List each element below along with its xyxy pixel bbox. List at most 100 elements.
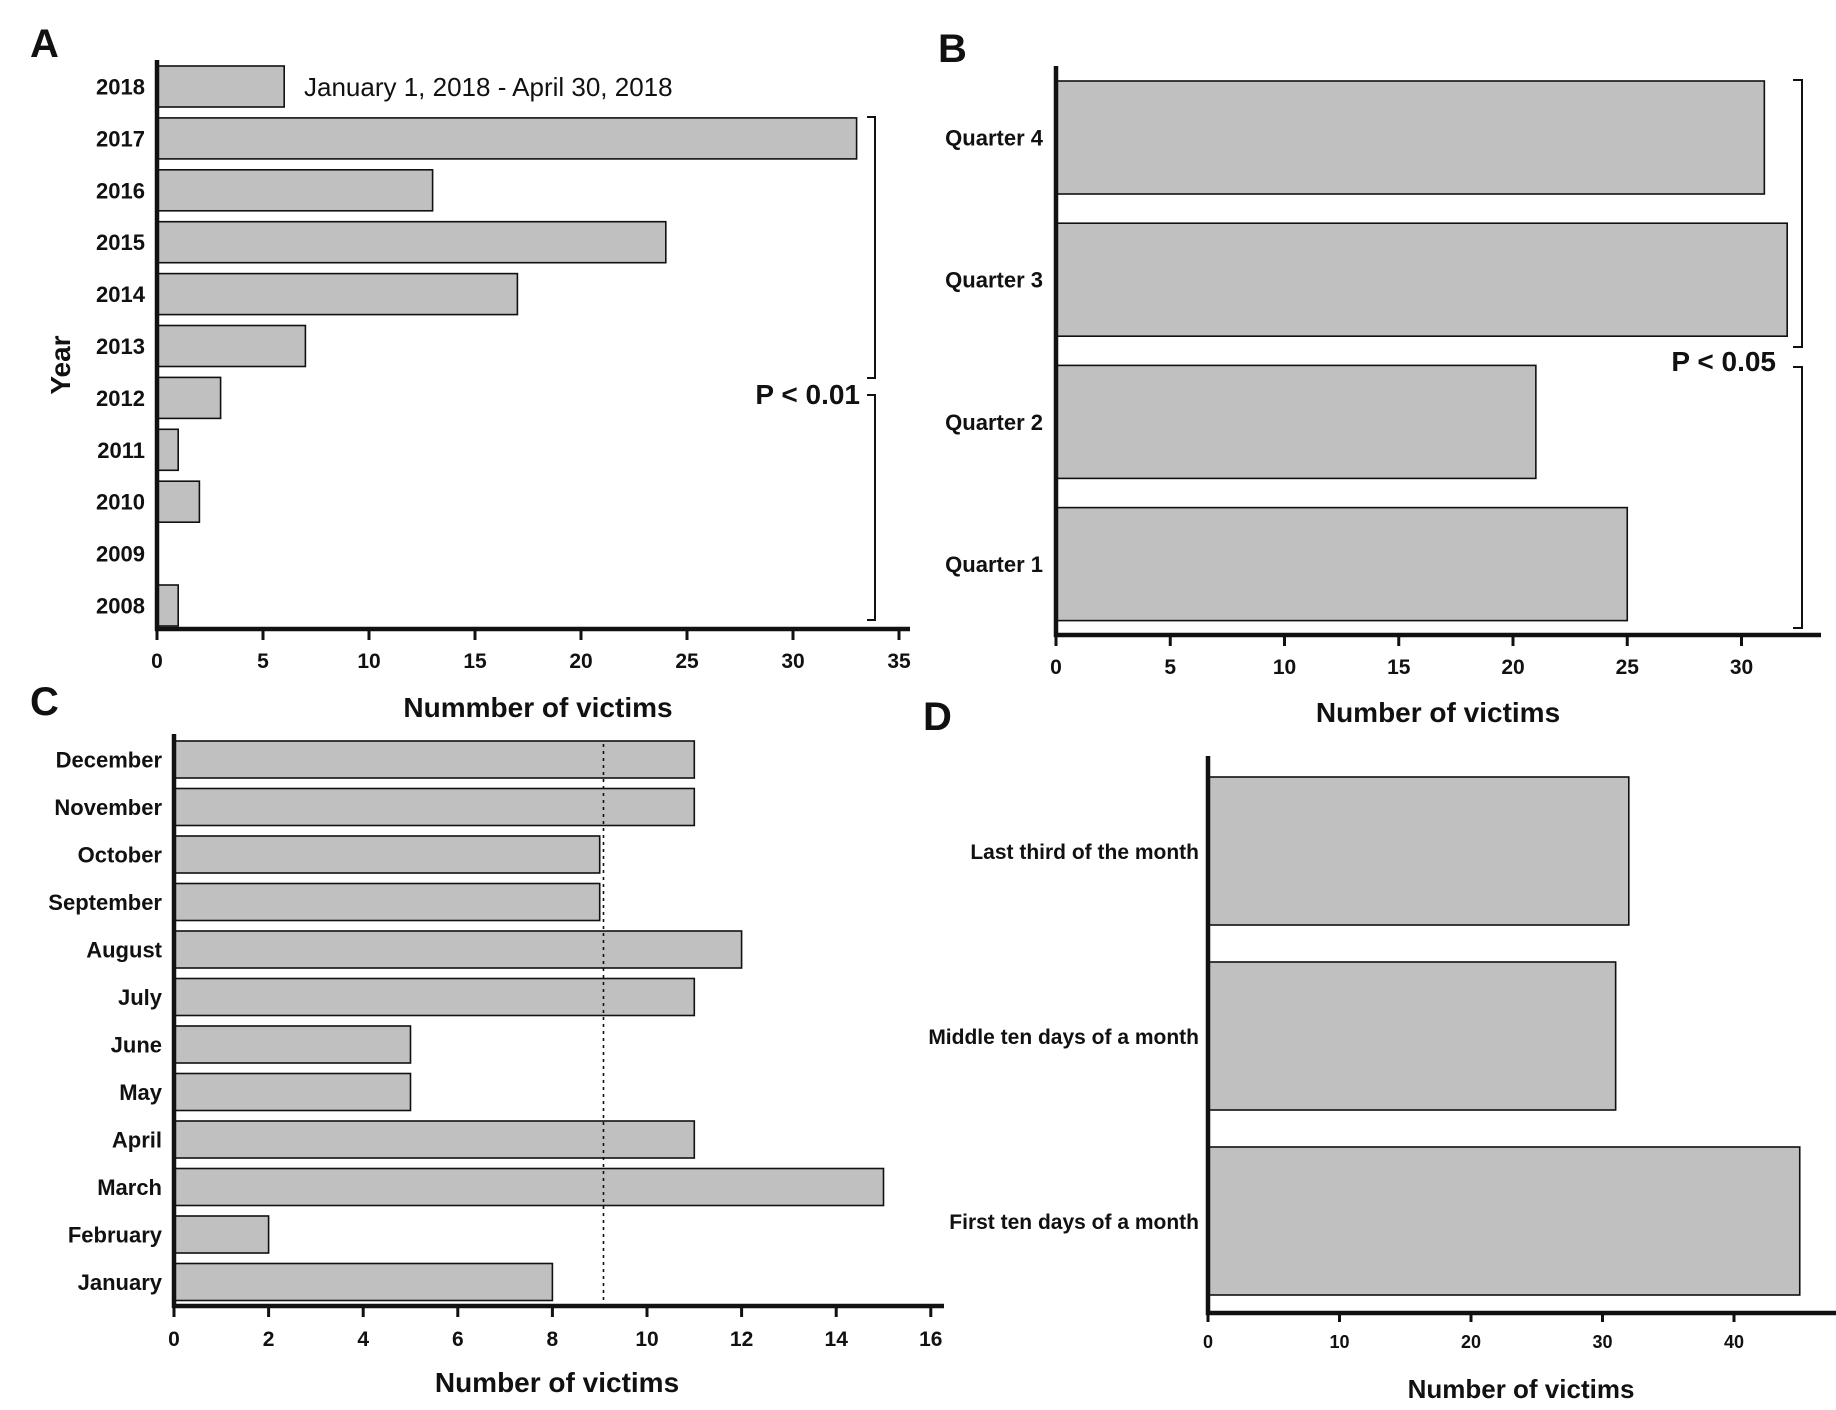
x-tick-label: 35 [887, 650, 911, 673]
category-label: October [78, 843, 163, 868]
bar-2011 [156, 428, 180, 472]
bracket-upper [867, 116, 876, 379]
x-tick-label: 10 [1273, 656, 1296, 679]
category-label: Quarter 2 [945, 410, 1043, 435]
panel-d: D Last third of the month Middle ten days … [923, 695, 1836, 1404]
bracket-upper [1793, 79, 1803, 348]
p-value-label: P < 0.05 [1671, 346, 1776, 377]
category-label: August [86, 938, 162, 963]
category-label: First ten days of a month [949, 1211, 1199, 1234]
x-axis-title: Nummber of victims [403, 692, 672, 723]
x-tick-label: 10 [635, 1328, 658, 1351]
category-label: 2017 [96, 126, 145, 151]
x-tick-label: 10 [357, 650, 380, 673]
bar-last-third-of-the-month [1207, 776, 1630, 926]
x-tick-label: 12 [730, 1328, 753, 1351]
category-label: 2016 [96, 178, 145, 203]
category-label: 2018 [96, 75, 145, 100]
category-label: 2011 [97, 438, 145, 463]
category-label: July [118, 985, 163, 1010]
x-tick-label: 0 [1203, 1332, 1213, 1352]
p-value-label: P < 0.01 [755, 379, 860, 410]
bar-october [173, 835, 601, 874]
x-tick-label: 15 [1387, 656, 1411, 679]
x-tick-label: 30 [781, 650, 804, 673]
bar-september [173, 882, 601, 922]
category-label: 2013 [96, 334, 145, 359]
y-axis-title: Year [45, 335, 76, 394]
x-tick-label: 8 [547, 1328, 559, 1351]
bar-february [173, 1215, 270, 1254]
x-tick-label: 30 [1592, 1332, 1612, 1352]
category-label: April [112, 1128, 162, 1153]
panel-letter: A [30, 22, 59, 66]
category-label: January [78, 1270, 163, 1295]
x-tick-label: 15 [463, 650, 487, 673]
category-label: December [56, 748, 163, 773]
category-label: Quarter 3 [945, 268, 1043, 293]
bar-2013 [156, 324, 307, 368]
x-tick-label: 25 [675, 650, 699, 673]
panel-letter: D [923, 695, 952, 739]
category-label: 2015 [96, 230, 145, 255]
x-axis-title: Number of victims [1408, 1374, 1635, 1404]
category-label: 2012 [96, 386, 145, 411]
x-tick-label: 0 [168, 1328, 180, 1351]
panel-letter: B [938, 27, 967, 71]
bar-quarter-2 [1055, 364, 1537, 480]
bar-2012 [156, 376, 222, 420]
category-label: February [68, 1223, 163, 1248]
bar-2016 [156, 169, 434, 212]
bar-january [173, 1262, 554, 1302]
bracket-lower [867, 394, 876, 621]
x-tick-label: 0 [1050, 656, 1062, 679]
category-label: November [54, 795, 162, 820]
bar-may [173, 1072, 412, 1112]
x-tick-label: 5 [1164, 656, 1176, 679]
bar-quarter-4 [1055, 80, 1766, 195]
x-tick-label: 30 [1730, 656, 1753, 679]
bar-2010 [156, 480, 201, 524]
x-tick-label: 40 [1724, 1332, 1744, 1352]
bar-quarter-1 [1055, 506, 1629, 622]
bar-august [173, 930, 743, 969]
category-label: Quarter 1 [945, 552, 1043, 577]
x-tick-label: 25 [1616, 656, 1640, 679]
bar-quarter-3 [1055, 222, 1789, 337]
bar-2018 [156, 65, 285, 108]
bar-july [173, 977, 696, 1017]
x-axis-title: Number of victims [1316, 697, 1560, 728]
category-label: September [48, 890, 162, 915]
bar-march [173, 1167, 885, 1207]
x-tick-label: 5 [257, 650, 269, 673]
x-tick-label: 16 [919, 1328, 942, 1351]
panel-b: B Quarter 4 Quarter 3 Quarter 2 Quarter 1 0 5 1… [938, 27, 1821, 728]
category-label: Last third of the month [970, 841, 1199, 864]
bar-middle-ten-days-of-a-month [1207, 961, 1617, 1111]
bar-first-ten-days-of-a-month [1207, 1146, 1801, 1296]
x-tick-label: 2 [263, 1328, 275, 1351]
category-label: June [111, 1033, 162, 1058]
x-tick-label: 20 [569, 650, 592, 673]
category-label: 2009 [96, 542, 145, 567]
category-label: 2008 [96, 594, 145, 619]
panel-letter: C [30, 680, 59, 724]
x-tick-label: 0 [151, 650, 163, 673]
bar-april [173, 1120, 696, 1159]
category-label: 2014 [96, 282, 146, 307]
bar-2008 [156, 584, 180, 627]
category-label: March [97, 1175, 162, 1200]
category-label: Quarter 4 [945, 126, 1044, 151]
bar-2014 [156, 272, 519, 316]
x-tick-label: 14 [825, 1328, 849, 1351]
x-axis-title: Number of victims [435, 1367, 679, 1398]
x-tick-label: 4 [357, 1328, 369, 1351]
date-range-note: January 1, 2018 - April 30, 2018 [304, 72, 673, 102]
panel-c: C December November October September August J… [30, 680, 944, 1398]
x-tick-label: 6 [452, 1328, 464, 1351]
bar-november [173, 787, 696, 827]
panel-a: A201820172016201520142013201220112010200… [30, 22, 911, 723]
bar-december [173, 740, 696, 779]
x-tick-label: 10 [1329, 1332, 1349, 1352]
x-tick-label: 20 [1461, 1332, 1481, 1352]
